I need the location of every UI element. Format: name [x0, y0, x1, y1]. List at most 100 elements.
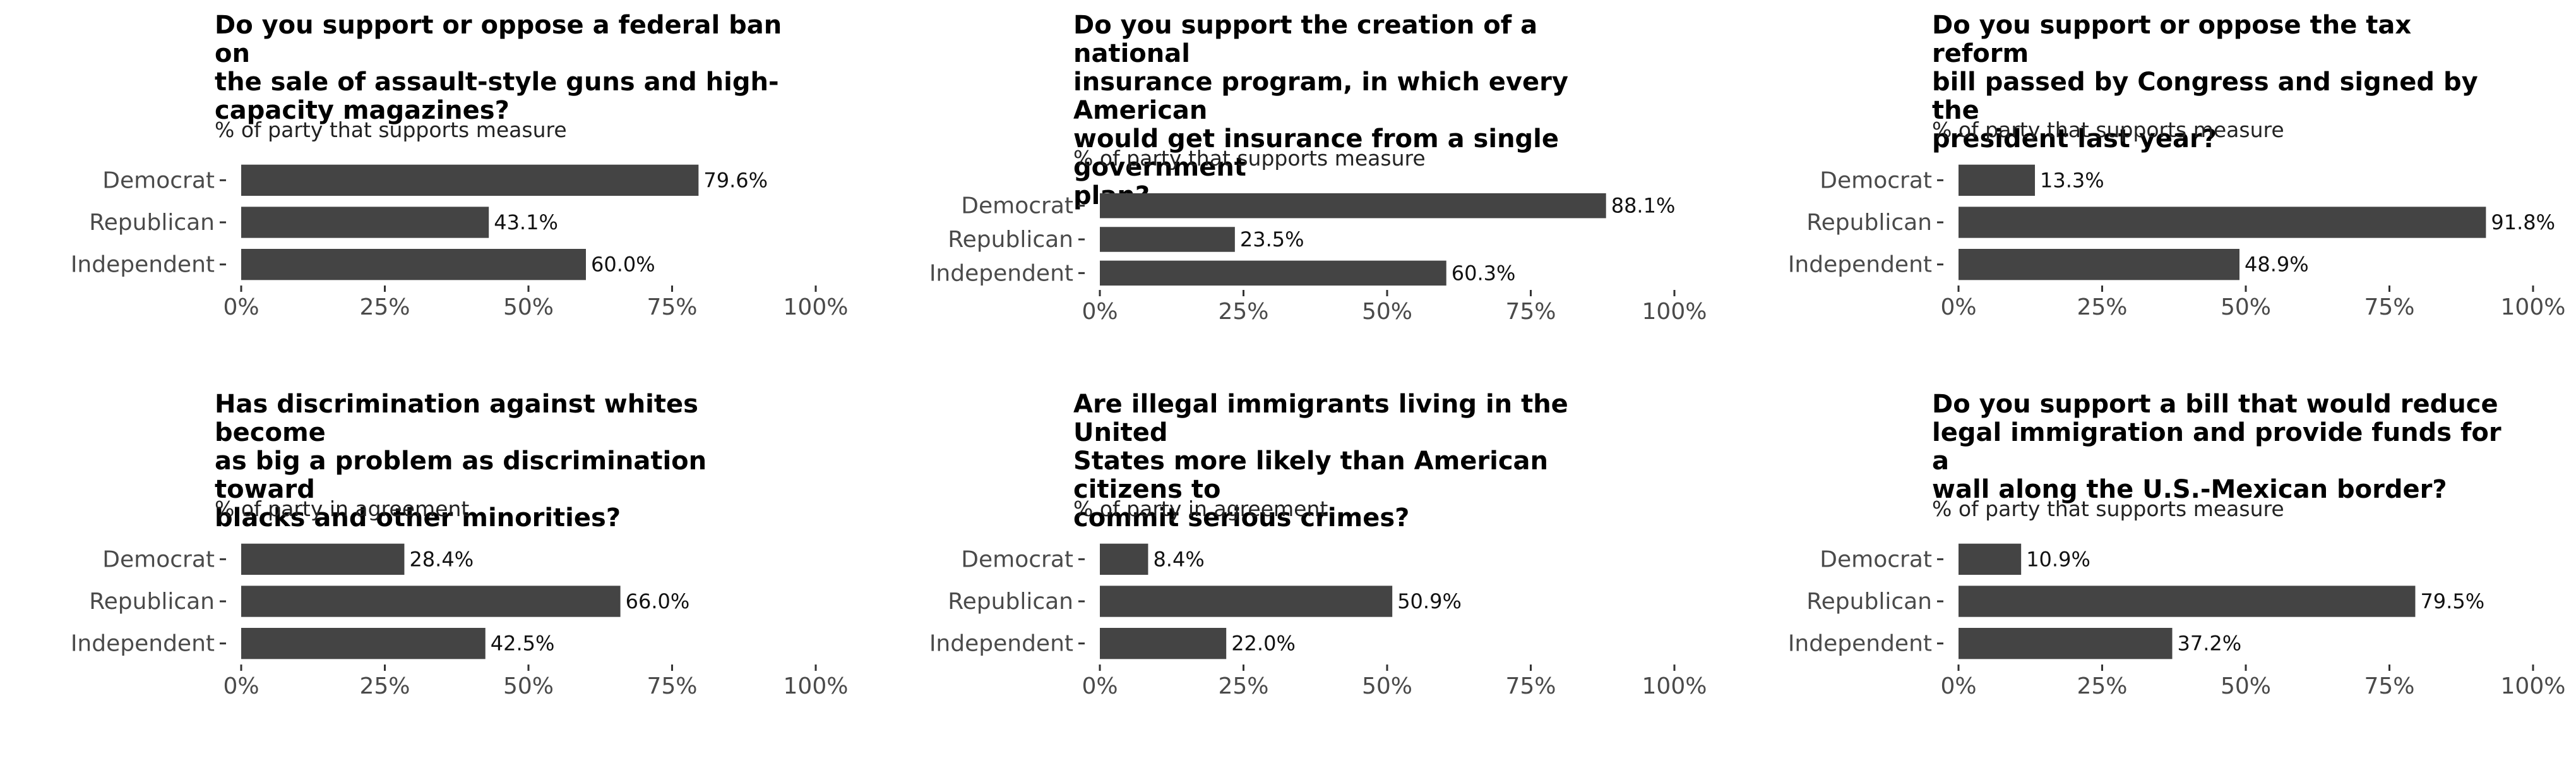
bar-independent — [241, 249, 586, 280]
bar-republican — [241, 207, 489, 238]
bar-chart: Democrat 88.1% Republican 23.5% Independent 6… — [929, 193, 1707, 325]
x-tick-label: 75% — [1505, 673, 1556, 699]
bar-chart: Democrat 79.6% Republican 43.1% Independent 6… — [71, 164, 848, 320]
panel-title: Are illegal immigrants living in the Uni… — [1073, 390, 1568, 532]
category-label: Democrat — [1820, 167, 1932, 193]
category-label: Independent — [1788, 252, 1932, 278]
bar-chart: Democrat 10.9% Republican 79.5% Independent 3… — [1788, 543, 2565, 699]
data-label: 8.4% — [1153, 547, 1204, 571]
bar-democrat — [1100, 193, 1606, 219]
category-label: Democrat — [102, 546, 215, 572]
data-label: 10.9% — [2026, 547, 2090, 571]
category-label: Republican — [948, 227, 1073, 253]
bar-chart: Democrat 8.4% Republican 50.9% Independent 22… — [929, 543, 1707, 699]
bar-democrat — [241, 543, 405, 575]
x-tick-label: 75% — [2364, 673, 2414, 699]
category-label: Independent — [71, 252, 215, 278]
x-tick-label: 0% — [1940, 294, 1976, 320]
data-label: 37.2% — [2178, 632, 2242, 656]
x-tick-label: 0% — [223, 673, 259, 699]
chart-panel-6: Do you support a bill that would reduce … — [1736, 390, 2566, 744]
x-tick-label: 100% — [2501, 673, 2566, 699]
bar-chart: Democrat 28.4% Republican 66.0% Independent 4… — [71, 543, 848, 699]
x-tick-label: 100% — [784, 294, 849, 320]
data-label: 60.3% — [1452, 261, 1516, 285]
bar-independent — [1959, 628, 2173, 659]
data-label: 13.3% — [2040, 168, 2104, 192]
data-label: 88.1% — [1611, 194, 1676, 218]
bar-republican — [1959, 207, 2486, 238]
data-label: 42.5% — [491, 632, 555, 656]
x-tick-label: 75% — [2364, 294, 2414, 320]
data-label: 79.5% — [2420, 589, 2484, 613]
x-tick-label: 50% — [503, 673, 554, 699]
category-label: Democrat — [961, 193, 1073, 219]
x-tick-label: 50% — [2221, 294, 2271, 320]
data-label: 66.0% — [626, 589, 690, 613]
x-tick-label: 75% — [1505, 299, 1556, 325]
category-label: Democrat — [961, 546, 1073, 572]
bar-republican — [1100, 227, 1235, 252]
panel-subtitle: % of party that supports measure — [1932, 496, 2284, 521]
chart-panel-1: Do you support or oppose a federal ban o… — [19, 11, 849, 365]
data-label: 50.9% — [1397, 589, 1462, 613]
bar-democrat — [1959, 543, 2022, 575]
data-label: 28.4% — [409, 547, 474, 571]
data-label: 43.1% — [494, 210, 558, 234]
bar-democrat — [241, 164, 699, 196]
x-tick-label: 25% — [359, 294, 410, 320]
category-label: Democrat — [1820, 546, 1932, 572]
bar-democrat — [1100, 543, 1148, 575]
x-tick-label: 0% — [1940, 673, 1976, 699]
category-label: Republican — [89, 210, 215, 236]
bar-chart: Democrat 13.3% Republican 91.8% Independent 4… — [1788, 164, 2565, 320]
panel-subtitle: % of party that supports measure — [1932, 117, 2284, 142]
category-label: Independent — [929, 260, 1073, 286]
x-tick-label: 100% — [1642, 299, 1707, 325]
bar-independent — [1959, 249, 2239, 280]
panel-subtitle: % of party that supports measure — [1073, 146, 1426, 171]
category-label: Republican — [1806, 589, 1932, 615]
x-tick-label: 25% — [1218, 299, 1268, 325]
x-tick-label: 100% — [784, 673, 849, 699]
x-tick-label: 0% — [223, 294, 259, 320]
panel-title: Do you support or oppose the tax reform … — [1932, 11, 2478, 153]
chart-panel-3: Do you support or oppose the tax reform … — [1736, 11, 2566, 365]
category-label: Republican — [1806, 210, 1932, 236]
bar-republican — [241, 586, 621, 617]
x-tick-label: 0% — [1082, 299, 1118, 325]
bar-republican — [1100, 586, 1393, 617]
x-tick-label: 100% — [2501, 294, 2566, 320]
x-tick-label: 25% — [2077, 673, 2127, 699]
x-tick-label: 25% — [359, 673, 410, 699]
category-label: Independent — [71, 631, 215, 657]
x-tick-label: 0% — [1082, 673, 1118, 699]
bar-republican — [1959, 586, 2416, 617]
chart-panel-5: Are illegal immigrants living in the Uni… — [878, 390, 1707, 744]
data-label: 79.6% — [703, 168, 768, 192]
x-tick-label: 50% — [503, 294, 554, 320]
category-label: Republican — [89, 589, 215, 615]
x-tick-label: 25% — [1218, 673, 1268, 699]
category-label: Independent — [1788, 631, 1932, 657]
x-tick-label: 50% — [1362, 299, 1412, 325]
x-tick-label: 25% — [2077, 294, 2127, 320]
chart-panel-2: Do you support the creation of a nationa… — [878, 11, 1707, 365]
x-tick-label: 50% — [1362, 673, 1412, 699]
data-label: 60.0% — [591, 253, 655, 277]
category-label: Independent — [929, 631, 1073, 657]
bar-independent — [1100, 628, 1227, 659]
panel-title: Do you support the creation of a nationa… — [1073, 11, 1568, 210]
x-tick-label: 50% — [2221, 673, 2271, 699]
x-tick-label: 100% — [1642, 673, 1707, 699]
bar-democrat — [1959, 164, 2036, 196]
x-tick-label: 75% — [647, 294, 697, 320]
panel-title: Do you support a bill that would reduce … — [1932, 390, 2501, 504]
data-label: 91.8% — [2491, 210, 2555, 234]
category-label: Republican — [948, 589, 1073, 615]
panel-title: Do you support or oppose a federal ban o… — [215, 11, 782, 125]
x-tick-label: 75% — [647, 673, 697, 699]
panel-title: Has discrimination against whites become… — [215, 390, 707, 532]
data-label: 23.5% — [1240, 227, 1304, 251]
panel-subtitle: % of party in agreement — [215, 496, 470, 521]
